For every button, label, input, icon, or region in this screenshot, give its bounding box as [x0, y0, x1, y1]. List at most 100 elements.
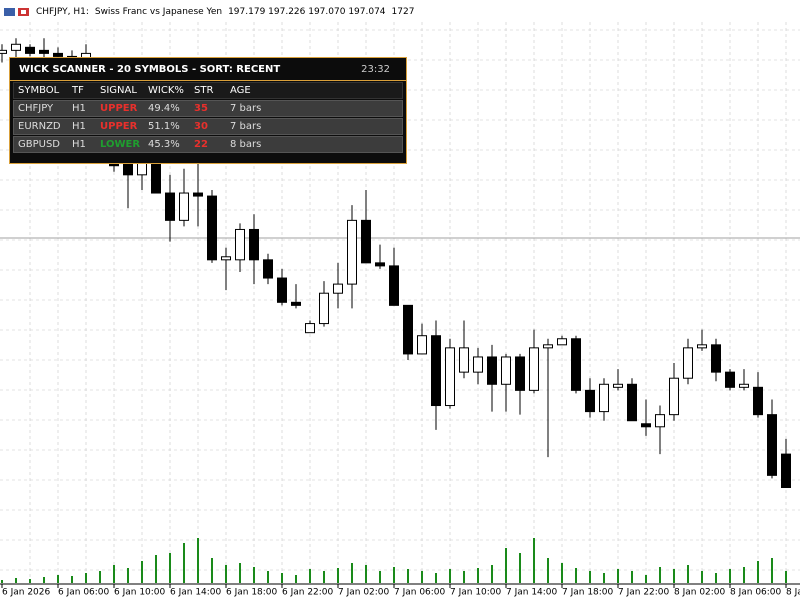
panel-time: 23:32 — [361, 63, 390, 75]
table-cell: 7 bars — [230, 103, 262, 114]
table-row: GBPUSD H1 LOWER 45.3% 22 8 bars — [13, 136, 403, 153]
column-header: SYMBOL — [18, 85, 60, 96]
table-cell: GBPUSD — [18, 139, 61, 150]
candle-body — [305, 323, 315, 334]
table-cell: UPPER — [100, 103, 138, 114]
candle-body — [725, 371, 735, 388]
x-tick-label: 6 Jan 10:00 — [114, 588, 166, 598]
table-cell: LOWER — [100, 139, 141, 150]
x-tick-label: 6 Jan 06:00 — [58, 588, 110, 598]
candle-body — [403, 304, 413, 355]
chart-header: CHFJPY, H1: Swiss Franc vs Japanese Yen … — [4, 4, 414, 20]
x-tick-label: 7 Jan 18:00 — [562, 588, 614, 598]
candle-body — [291, 301, 301, 306]
candle-body — [669, 377, 679, 416]
column-header: SIGNAL — [100, 85, 137, 96]
panel-title: WICK SCANNER - 20 SYMBOLS - SORT: RECENT — [19, 63, 281, 75]
candle-body — [431, 335, 441, 407]
candle-body — [0, 49, 7, 54]
ohlc: 197.179 197.226 197.070 197.074 — [228, 7, 386, 17]
candle-body — [53, 52, 63, 57]
table-row: CHFJPY H1 UPPER 49.4% 35 7 bars — [13, 100, 403, 117]
table-cell: 22 — [194, 139, 208, 150]
x-tick-label: 8 Jan 02:00 — [674, 588, 726, 598]
candle-body — [543, 344, 553, 349]
table-cell: H1 — [72, 121, 86, 132]
x-tick-label: 6 Jan 14:00 — [170, 588, 222, 598]
column-header: TF — [72, 85, 84, 96]
candle-body — [613, 383, 623, 388]
tick-volume: 1727 — [391, 7, 415, 17]
x-tick-label: 7 Jan 06:00 — [394, 588, 446, 598]
table-cell: 51.1% — [148, 121, 180, 132]
candle-body — [417, 335, 427, 355]
column-header: AGE — [230, 85, 251, 96]
table-cell: 7 bars — [230, 121, 262, 132]
x-tick-label: 6 Jan 22:00 — [282, 588, 334, 598]
candle-body — [347, 219, 357, 285]
x-tick-label: 6 Jan 18:00 — [226, 588, 278, 598]
candle-body — [11, 43, 21, 51]
x-tick-label: 8 Jan 06:00 — [730, 588, 782, 598]
candle-body — [445, 347, 455, 407]
x-tick-label: 7 Jan 02:00 — [338, 588, 390, 598]
candle-body — [277, 277, 287, 303]
candle-body — [123, 162, 133, 176]
scanner-table: SYMBOL TF SIGNAL WICK% STR AGE CHFJPY H1 UPPER 49… — [10, 82, 406, 153]
candle-body — [151, 159, 161, 194]
candle-body — [25, 46, 35, 54]
candle-body — [207, 195, 217, 261]
candle-body — [557, 338, 567, 346]
candle-body — [697, 344, 707, 349]
candle-body — [361, 219, 371, 264]
candle-body — [529, 347, 539, 391]
scanner-panel: WICK SCANNER - 20 SYMBOLS - SORT: RECENT… — [9, 57, 407, 164]
candle-body — [473, 356, 483, 373]
candle-body — [375, 262, 385, 267]
candle-body — [501, 356, 511, 385]
candle-body — [585, 389, 595, 413]
candle-body — [459, 347, 469, 373]
candle-body — [263, 259, 273, 279]
candle-body — [739, 383, 749, 388]
candle-body — [249, 228, 259, 261]
candle-body — [641, 423, 651, 428]
table-row: EURNZD H1 UPPER 51.1% 30 7 bars — [13, 118, 403, 135]
table-header: SYMBOL TF SIGNAL WICK% STR AGE — [13, 82, 403, 99]
panel-title-bar: WICK SCANNER - 20 SYMBOLS - SORT: RECENT… — [10, 58, 406, 81]
candle-body — [333, 283, 343, 294]
description: Swiss Franc vs Japanese Yen — [94, 7, 223, 17]
x-tick-label: 7 Jan 14:00 — [506, 588, 558, 598]
candle-body — [235, 228, 245, 261]
candle-body — [515, 356, 525, 391]
candle-body — [655, 414, 665, 428]
x-tick-label: 7 Jan 22:00 — [618, 588, 670, 598]
table-cell: UPPER — [100, 121, 138, 132]
candle-body — [711, 344, 721, 373]
table-cell: CHFJPY — [18, 103, 54, 114]
candle-body — [781, 453, 791, 489]
candle-body — [599, 383, 609, 413]
x-tick-label: 6 Jan 2026 — [2, 588, 50, 598]
candle-body — [753, 386, 763, 416]
candle-body — [39, 49, 49, 54]
candle-body — [571, 338, 581, 391]
table-cell: 49.4% — [148, 103, 180, 114]
table-cell: H1 — [72, 139, 86, 150]
x-tick-label: 8 Jan 10:00 — [786, 588, 800, 598]
column-header: WICK% — [148, 85, 184, 96]
candle-body — [179, 192, 189, 221]
candle-body — [193, 192, 203, 197]
app-icons — [4, 8, 29, 16]
candle-body — [683, 347, 693, 379]
table-cell: 8 bars — [230, 139, 262, 150]
table-cell: 35 — [194, 103, 208, 114]
candle-body — [221, 256, 231, 261]
candle-body — [487, 356, 497, 385]
table-cell: 30 — [194, 121, 208, 132]
candle-body — [319, 292, 329, 325]
table-cell: H1 — [72, 103, 86, 114]
candle-body — [767, 414, 777, 476]
